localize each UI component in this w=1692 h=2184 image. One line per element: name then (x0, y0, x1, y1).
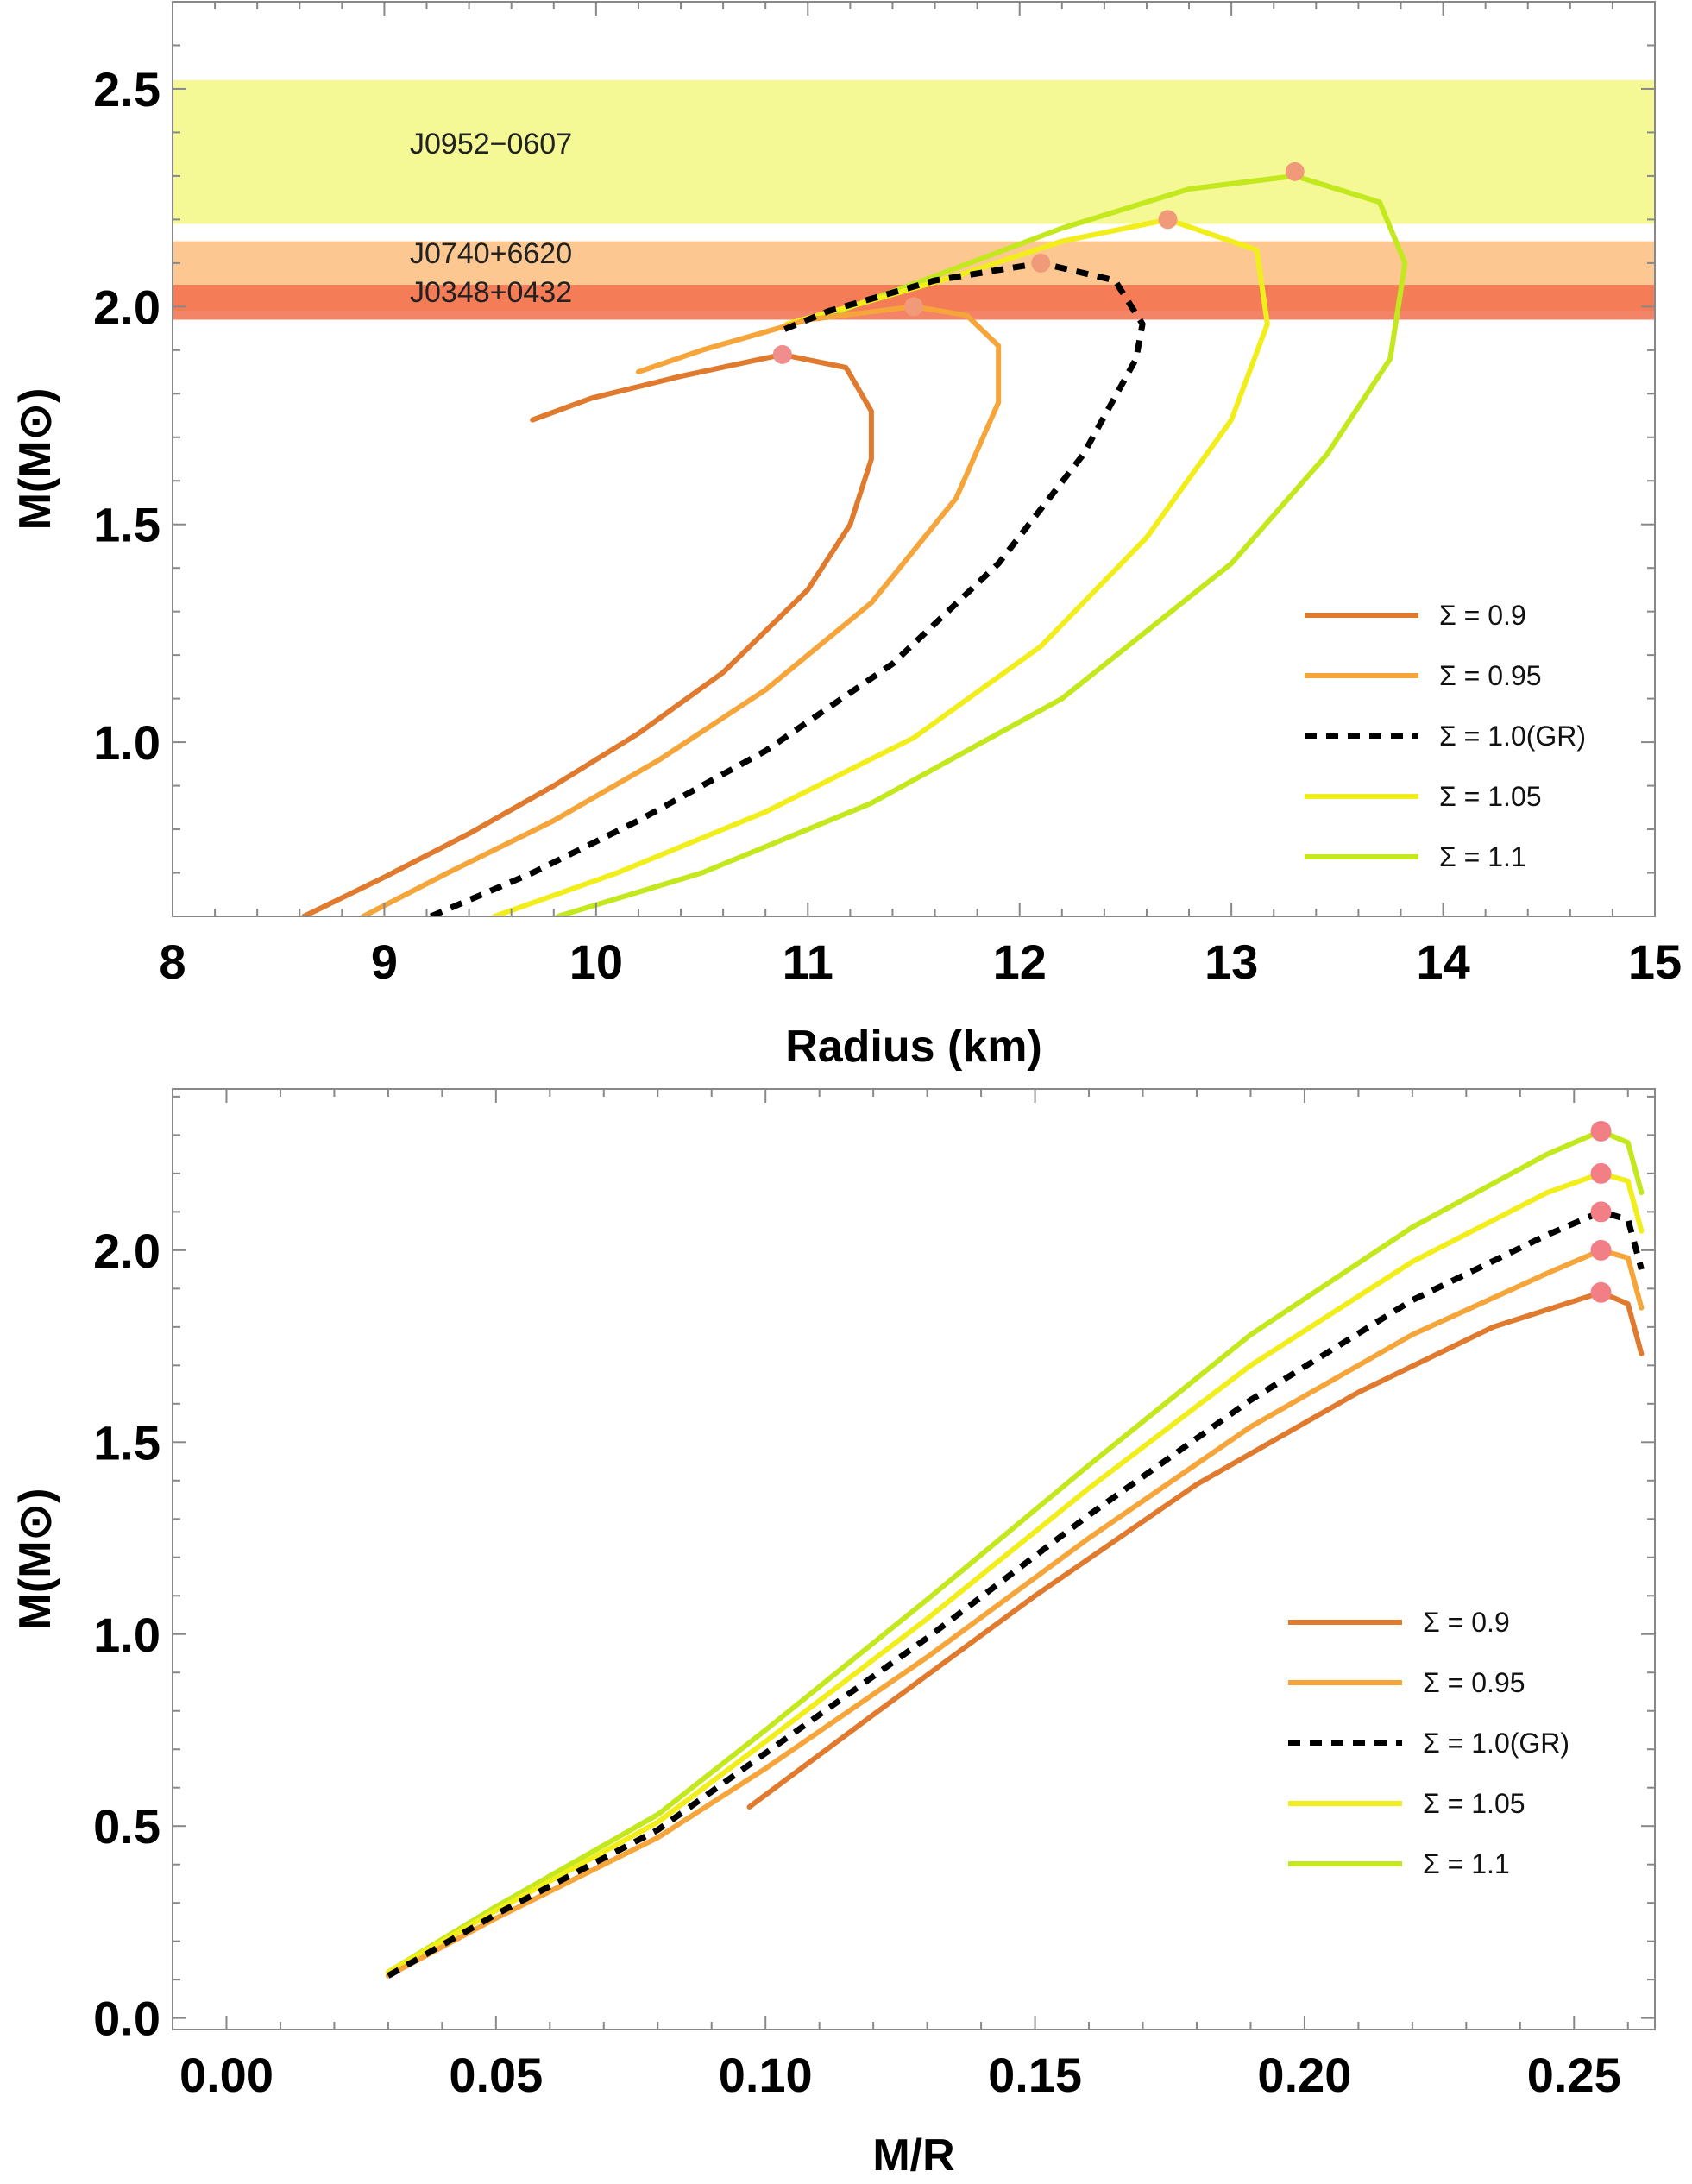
legend-label-1: Σ = 0.95 (1423, 1667, 1525, 1698)
x-tick-label: 0.25 (1527, 2048, 1621, 2102)
x-tick-label: 13 (1205, 935, 1258, 989)
y-tick-label: 1.5 (93, 1415, 160, 1470)
y-tick-label: 1.0 (93, 1608, 160, 1662)
legend-label-4: Σ = 1.1 (1439, 841, 1526, 872)
band-0 (173, 79, 1655, 224)
legend-label-0: Σ = 0.9 (1423, 1607, 1510, 1638)
mass-radius-chart: J0952−0607 J0740+6620 J0348+0432 8 9 10 11 12 13… (10, 0, 1682, 1072)
x-tick-label: 11 (783, 935, 833, 989)
series-line-0 (746, 1289, 1645, 1810)
x-tick-label: 10 (569, 935, 623, 989)
legend-label-1: Σ = 0.95 (1439, 660, 1542, 691)
x-axis-title: Radius (km) (785, 1022, 1042, 1072)
y-tick-label: 1.0 (93, 715, 160, 770)
plot-frame (172, 1, 1656, 917)
y-axis-title: M(M⊙) (10, 388, 60, 531)
series-line-2 (430, 260, 1146, 916)
x-tick-label: 9 (371, 935, 398, 989)
plot-frame (172, 1088, 1656, 2030)
max-marker-2 (1031, 253, 1051, 273)
x-tick-label: 12 (993, 935, 1047, 989)
series-group (385, 1120, 1645, 1979)
max-marker-3 (1158, 210, 1178, 230)
max-marker-0 (772, 344, 792, 364)
legend-label-0: Σ = 0.9 (1439, 600, 1526, 631)
legend-label-4: Σ = 1.1 (1423, 1848, 1510, 1879)
max-marker-3 (1590, 1162, 1612, 1184)
legend: Σ = 0.9 Σ = 0.95 Σ = 1.0(GR) Σ = 1.05 Σ = 1.… (1305, 600, 1586, 872)
y-tick-label: 2.5 (93, 62, 160, 116)
x-axis-title: M/R (872, 2131, 954, 2181)
band-label-0: J0952−0607 (410, 128, 572, 160)
series-line-3 (492, 217, 1270, 916)
x-tick-label: 8 (159, 935, 186, 989)
series-line-0 (301, 351, 874, 916)
band-label-1: J0740+6620 (410, 237, 572, 270)
series-line-1 (360, 304, 1002, 916)
legend: Σ = 0.9 Σ = 0.95 Σ = 1.0(GR) Σ = 1.05 Σ = 1.… (1288, 1607, 1569, 1879)
mass-compactness-chart: 0.00 0.05 0.10 0.15 0.20 0.25 0.0 0.5 1.0 1.5 2.0 M… (10, 1088, 1656, 2181)
max-marker-4 (1590, 1120, 1612, 1142)
y-tick-label: 0.0 (93, 1992, 160, 2046)
max-marker-0 (1590, 1281, 1612, 1303)
x-tick-label: 15 (1628, 935, 1682, 989)
x-tick-label: 0.00 (179, 2048, 274, 2102)
y-tick-label: 2.0 (93, 280, 160, 334)
x-tick-label: 0.10 (719, 2048, 813, 2102)
x-tick-label: 14 (1416, 935, 1469, 989)
legend-label-2: Σ = 1.0(GR) (1439, 721, 1586, 752)
series-line-4 (555, 173, 1408, 916)
y-tick-label: 0.5 (93, 1799, 160, 1854)
max-marker-2 (1590, 1201, 1612, 1223)
max-marker-1 (904, 297, 923, 317)
series-line-4 (385, 1128, 1645, 1975)
x-tick-label: 0.15 (988, 2048, 1082, 2102)
legend-label-2: Σ = 1.0(GR) (1423, 1728, 1569, 1759)
x-tick-label: 0.05 (449, 2048, 543, 2102)
y-axis-title: M(M⊙) (10, 1489, 60, 1631)
x-tick-label: 0.20 (1257, 2048, 1351, 2102)
max-marker-4 (1285, 161, 1305, 181)
legend-label-3: Σ = 1.05 (1423, 1788, 1525, 1819)
max-marker-1 (1590, 1239, 1612, 1261)
y-tick-label: 2.0 (93, 1224, 160, 1278)
band-label-2: J0348+0432 (410, 276, 572, 309)
legend-label-3: Σ = 1.05 (1439, 781, 1542, 812)
series-group (301, 161, 1408, 916)
y-tick-label: 1.5 (93, 498, 160, 552)
